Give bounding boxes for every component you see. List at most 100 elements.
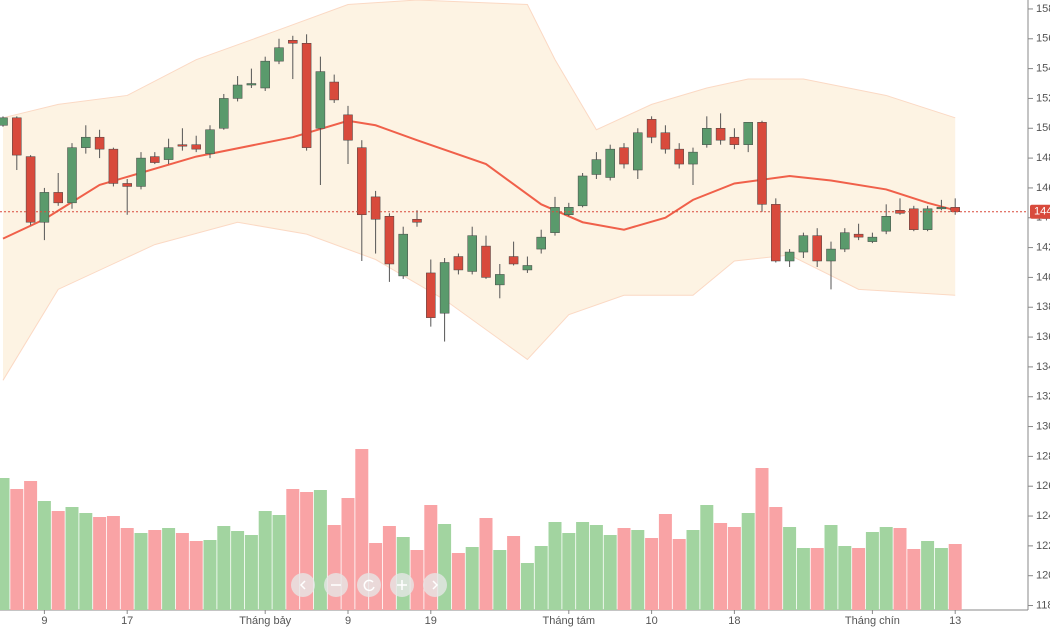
volume-bar [272,515,286,610]
y-tick-label: 146 [1036,182,1050,194]
candle-body [412,218,422,223]
candle-body [94,136,105,150]
volume-bar [534,546,548,610]
candle-body [771,204,781,262]
volume-bar [658,514,672,610]
y-tick-label: 132 [1036,391,1050,403]
candle-body [577,175,588,207]
candle-body [867,236,878,242]
volume-bar [479,518,493,610]
candle-body [605,148,615,178]
candle-body [343,114,353,141]
candle-body [301,43,312,148]
volume-bar [148,530,162,610]
y-tick-label: 118 [1036,599,1050,611]
zoom-in[interactable] [390,573,414,597]
candle-body [315,71,326,129]
volume-bar [175,533,189,610]
candle-body [25,156,36,223]
volume-bar [120,528,134,610]
candle-body [81,136,91,148]
volume-bar [824,525,838,610]
candle-body [150,156,160,163]
candle-body [784,251,795,262]
volume-bar [134,533,148,610]
volume-bar [852,548,866,610]
volume-bar [65,507,79,610]
y-tick-label: 122 [1036,540,1050,552]
nav-buttons[interactable] [291,573,447,597]
volume-bar [189,541,203,610]
candle-body [508,256,519,265]
volume-bar [231,531,245,610]
candle-body [743,122,753,145]
candle-body [12,117,22,156]
x-tick-label: 9 [41,615,47,627]
candle-body [591,159,602,175]
volume-bar [576,522,590,610]
candle-body [467,235,477,272]
candle-body [729,136,740,145]
volume-bar [507,536,521,610]
volume-bar [0,478,10,610]
nav-left[interactable] [291,573,315,597]
nav-right[interactable] [423,573,447,597]
volume-bar [258,511,272,610]
x-tick-label: Tháng chín [845,615,900,627]
candle-body [633,132,643,171]
volume-bar [700,505,714,610]
volume-bar [631,530,645,610]
zoom-out[interactable] [324,573,348,597]
volume-bar [948,544,962,610]
candle-body [564,207,574,216]
y-tick-label: 120 [1036,570,1050,582]
candle-body [881,216,891,232]
candle-body [840,232,850,250]
volume-bar [51,511,65,610]
candle-body [260,60,270,89]
y-tick-label: 138 [1036,301,1050,313]
candle-body [715,128,726,141]
candle-body [205,129,215,154]
volume-bar [520,563,534,610]
candle-body [39,192,50,223]
candle-body [909,208,919,230]
volume-bar [810,548,824,610]
y-tick-label: 142 [1036,241,1050,253]
volume-bar [313,490,327,610]
volume-bar [686,530,700,610]
bollinger-fill [3,0,956,381]
candle-body [384,216,395,265]
reset[interactable] [357,573,381,597]
x-tick-label: Tháng tám [543,615,596,627]
candle-body [136,157,146,187]
volume-bar [438,524,452,610]
volume-bar [93,517,107,610]
volume-bar [934,548,948,610]
candle-body [122,183,132,187]
candle-body [812,235,822,262]
candle-body [660,132,671,150]
volume-bar [382,526,396,610]
volume-bar [493,550,507,610]
volume-bar [769,507,783,610]
volume-bar [865,532,879,610]
volume-bar [672,539,686,610]
volume-bar [741,513,755,610]
y-tick-label: 152 [1036,92,1050,104]
candle-body [426,272,436,318]
candle-body [232,84,243,99]
candle-body [536,236,546,250]
price-label: 144 [1034,206,1050,218]
price-label-box [1030,204,1050,219]
candle-body [950,207,960,213]
volume-bar [203,540,217,610]
candle-body [495,274,505,286]
candle-body [439,262,450,314]
volume-bar [783,527,797,610]
x-tick-label: 17 [121,615,133,627]
candle-body [357,147,367,216]
volume-bar [548,522,562,610]
candle-body [522,265,533,271]
